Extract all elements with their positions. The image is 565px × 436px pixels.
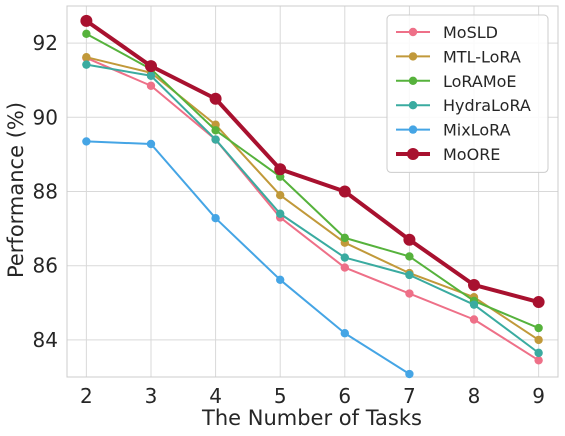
x-tick-label: 9 [532, 384, 545, 408]
series-line-hydralora [85, 63, 540, 354]
legend-item-moore: MoORE [396, 145, 500, 164]
data-point-hydralora [82, 60, 91, 69]
data-point-mosld [146, 81, 156, 90]
legend-label: MixLoRA [443, 121, 511, 140]
data-point-loramoe [82, 29, 91, 39]
data-point-moore [468, 278, 481, 291]
legend: MoSLD MTL-LoRA LoRAMoE HydraLoRA MixLoRA MoOR… [386, 14, 549, 173]
legend-item-mixlora: MixLoRA [396, 121, 511, 140]
legend-swatch-marker [408, 27, 418, 37]
x-tick-label: 5 [274, 384, 287, 408]
y-tick-label: 84 [33, 328, 58, 352]
data-point-moore [274, 163, 287, 176]
data-point-mtl-lora [82, 52, 91, 62]
legend-swatch-marker [407, 148, 419, 160]
series-line-mosld [85, 56, 540, 362]
legend-item-mosld: MoSLD [396, 23, 498, 42]
data-point-mosld [534, 356, 543, 365]
y-tick-label: 86 [33, 254, 58, 278]
data-point-moore [80, 14, 93, 27]
data-point-hydralora [340, 253, 350, 262]
plot-area-frame [66, 5, 559, 378]
data-point-loramoe [340, 233, 350, 243]
x-tick-label: 6 [338, 384, 351, 408]
data-point-loramoe [405, 252, 414, 261]
data-point-hydralora [469, 300, 479, 309]
axes: 2 3 4 5 6 7 8 9 84 86 88 90 92 [33, 5, 559, 408]
series-moore [80, 14, 545, 309]
series-mixlora [82, 137, 414, 379]
data-point-hydralora [211, 135, 220, 144]
legend-item-loramoe: LoRAMoE [396, 72, 517, 91]
legend-label: LoRAMoE [443, 72, 517, 91]
data-point-hydralora [275, 209, 285, 218]
x-tick-label: 8 [468, 384, 481, 408]
x-tick-label: 3 [145, 384, 158, 408]
legend-label: MoSLD [443, 23, 498, 42]
series-group [80, 14, 545, 379]
data-point-mixlora [405, 369, 414, 379]
data-point-mixlora [340, 329, 350, 338]
data-point-moore [144, 60, 157, 73]
data-point-hydralora [405, 270, 414, 280]
data-point-mosld [405, 289, 414, 298]
y-tick-label: 88 [33, 180, 58, 204]
data-point-mosld [469, 315, 479, 324]
y-axis-label: Performance (%) [4, 102, 28, 278]
data-point-hydralora [534, 348, 543, 358]
legend-box [386, 14, 549, 173]
data-point-mixlora [211, 214, 220, 223]
x-tick-label: 7 [403, 384, 416, 408]
x-tick-label: 4 [209, 384, 222, 408]
data-point-hydralora [146, 71, 156, 80]
y-tick-label: 90 [33, 105, 58, 129]
legend-label: MoORE [443, 145, 500, 164]
legend-swatch-marker [408, 52, 418, 61]
series-line-moore [84, 18, 541, 305]
series-line-loramoe [85, 32, 540, 330]
data-point-moore [403, 233, 416, 246]
x-axis-label: The Number of Tasks [201, 406, 422, 430]
legend-label: HydraLoRA [443, 96, 531, 115]
x-tick-label: 2 [80, 384, 93, 408]
data-point-mtl-lora [534, 335, 543, 345]
legend-swatch-marker [408, 76, 418, 86]
legend-swatch-marker [408, 125, 418, 134]
data-point-mixlora [82, 137, 91, 146]
legend-label: MTL-LoRA [443, 47, 521, 66]
legend-item-hydralora: HydraLoRA [396, 96, 531, 115]
data-point-moore [209, 92, 222, 105]
series-hydralora [82, 60, 543, 358]
data-point-mosld [340, 263, 350, 272]
data-point-moore [532, 296, 545, 309]
series-line-mixlora [85, 140, 411, 376]
y-tick-label: 92 [33, 31, 58, 55]
data-point-mixlora [146, 139, 156, 149]
data-point-loramoe [534, 323, 543, 333]
data-point-moore [338, 185, 351, 198]
data-point-loramoe [211, 126, 220, 135]
legend-swatch-marker [408, 101, 418, 110]
data-point-mtl-lora [275, 191, 285, 200]
legend-item-mtl-lora: MTL-LoRA [396, 47, 521, 66]
data-point-mixlora [275, 275, 285, 284]
